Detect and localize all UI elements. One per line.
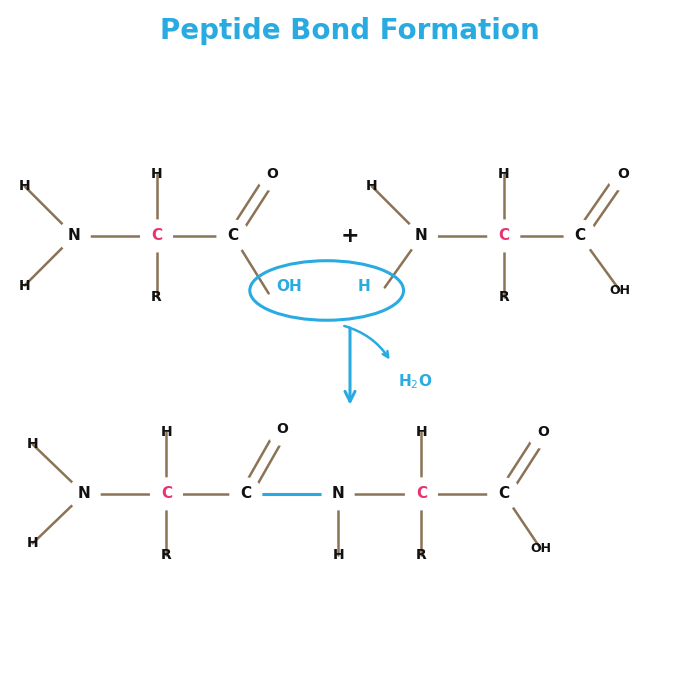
Circle shape bbox=[607, 158, 638, 190]
Text: C: C bbox=[228, 228, 239, 244]
Text: C: C bbox=[161, 486, 172, 501]
Text: OH: OH bbox=[609, 284, 630, 297]
Circle shape bbox=[488, 478, 519, 510]
Text: H: H bbox=[358, 279, 371, 294]
Circle shape bbox=[405, 220, 438, 252]
Text: N: N bbox=[68, 228, 80, 244]
Circle shape bbox=[217, 220, 248, 252]
Text: R: R bbox=[151, 290, 162, 304]
Circle shape bbox=[488, 220, 519, 252]
Text: H$_2$O: H$_2$O bbox=[398, 372, 433, 391]
Text: N: N bbox=[415, 228, 428, 244]
Text: N: N bbox=[78, 486, 90, 501]
Circle shape bbox=[564, 220, 596, 252]
Text: H: H bbox=[498, 167, 510, 181]
Circle shape bbox=[257, 158, 288, 190]
Text: O: O bbox=[538, 426, 550, 440]
Text: H: H bbox=[416, 426, 427, 440]
Circle shape bbox=[230, 478, 262, 510]
Text: R: R bbox=[498, 290, 509, 304]
Circle shape bbox=[322, 478, 354, 510]
Circle shape bbox=[267, 414, 298, 445]
Text: C: C bbox=[575, 228, 586, 244]
Text: Peptide Bond Formation: Peptide Bond Formation bbox=[160, 17, 540, 45]
Circle shape bbox=[58, 220, 90, 252]
Text: O: O bbox=[276, 422, 288, 436]
Text: O: O bbox=[617, 167, 629, 181]
Text: H: H bbox=[150, 167, 162, 181]
Text: OH: OH bbox=[276, 279, 302, 294]
Text: H: H bbox=[19, 179, 30, 193]
Text: OH: OH bbox=[530, 542, 551, 555]
Text: H: H bbox=[27, 536, 38, 550]
Circle shape bbox=[141, 220, 172, 252]
Text: O: O bbox=[267, 167, 279, 181]
Text: H: H bbox=[27, 438, 38, 452]
Text: C: C bbox=[240, 486, 251, 501]
Circle shape bbox=[528, 416, 559, 448]
Text: +: + bbox=[341, 226, 359, 246]
Text: H: H bbox=[332, 548, 344, 562]
Circle shape bbox=[69, 478, 100, 510]
Text: C: C bbox=[416, 486, 427, 501]
Text: C: C bbox=[498, 228, 510, 244]
Text: R: R bbox=[416, 548, 427, 562]
Text: R: R bbox=[161, 548, 172, 562]
Text: H: H bbox=[366, 179, 377, 193]
Text: C: C bbox=[498, 486, 510, 501]
Text: N: N bbox=[332, 486, 344, 501]
Circle shape bbox=[405, 478, 438, 510]
Circle shape bbox=[150, 478, 182, 510]
Text: H: H bbox=[161, 426, 172, 440]
Text: H: H bbox=[19, 279, 30, 293]
Text: C: C bbox=[151, 228, 162, 244]
